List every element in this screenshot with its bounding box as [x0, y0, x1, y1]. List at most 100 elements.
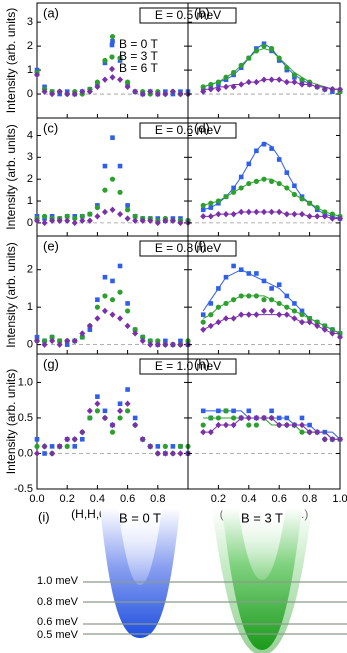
data-point [246, 161, 252, 167]
data-point [132, 327, 138, 333]
data-point [238, 311, 245, 318]
data-point [261, 141, 267, 147]
data-point [125, 387, 130, 392]
data-point [79, 88, 86, 95]
x-tick-label: 1.0 [332, 493, 347, 505]
data-point [314, 83, 321, 91]
data-point [215, 210, 222, 218]
data-point [102, 408, 108, 414]
data-point [109, 421, 116, 429]
data-point [306, 81, 313, 88]
data-point [230, 421, 237, 429]
data-point [34, 217, 40, 224]
data-point [132, 213, 138, 219]
data-point [216, 408, 221, 414]
data-point [56, 88, 63, 95]
data-point [246, 55, 252, 61]
data-point [102, 163, 108, 169]
data-point [177, 443, 184, 449]
data-point [177, 341, 184, 348]
data-point [49, 90, 56, 98]
data-point [268, 414, 275, 422]
data-point [299, 429, 305, 435]
data-point [276, 55, 282, 61]
data-point [283, 421, 290, 429]
data-point [109, 206, 116, 213]
data-point [162, 90, 169, 98]
data-point [102, 57, 108, 64]
data-point [261, 208, 267, 216]
data-point [223, 83, 229, 91]
data-point [162, 450, 169, 457]
data-point [41, 338, 48, 344]
y-tick-label: 4 [27, 129, 33, 141]
cone-label: B = 0 T [119, 510, 161, 525]
data-point [253, 48, 259, 54]
data-point [125, 408, 131, 414]
y-tick-label: 0 [27, 88, 33, 100]
data-point [124, 83, 131, 91]
data-point [94, 79, 100, 85]
data-point [49, 450, 56, 457]
level-label: 0.8 meV [37, 596, 79, 608]
data-point [117, 163, 123, 169]
data-point [132, 88, 139, 95]
data-point [299, 308, 305, 314]
data-point [269, 45, 275, 52]
data-point [246, 422, 252, 428]
data-point [207, 213, 214, 220]
data-point [117, 415, 123, 421]
data-point [291, 191, 297, 198]
data-point [124, 322, 131, 330]
data-point [215, 79, 221, 85]
data-point [291, 72, 297, 78]
data-point [147, 88, 154, 95]
data-point [329, 436, 336, 443]
panel-label: (e) [43, 238, 59, 253]
data-point [34, 450, 40, 457]
data-point [79, 213, 85, 219]
data-point [253, 178, 259, 184]
x-tick-label: 0.6 [272, 493, 287, 505]
y-tick-label: 0.5 [18, 412, 33, 424]
data-point [109, 176, 116, 182]
data-point [163, 338, 168, 344]
data-point [268, 76, 275, 83]
data-point [208, 312, 214, 318]
data-point [283, 210, 290, 218]
data-point [87, 415, 93, 421]
data-point [216, 286, 221, 291]
data-point [139, 337, 146, 345]
data-point [291, 315, 298, 322]
data-point [117, 76, 124, 83]
data-point [117, 210, 124, 218]
data-point [283, 78, 290, 86]
data-point [261, 176, 267, 182]
data-point [322, 323, 328, 329]
data-point [101, 208, 108, 216]
x-tick-label: 0.6 [120, 493, 135, 505]
panel-label: (b) [194, 5, 210, 20]
data-point [64, 436, 71, 443]
data-point [306, 213, 313, 220]
data-point [291, 78, 298, 86]
y-tick-label: -0.5 [14, 483, 33, 495]
data-point [245, 414, 252, 422]
data-point [132, 421, 139, 429]
x-tick-label: 0.2 [211, 493, 226, 505]
data-point [169, 341, 176, 348]
data-point [292, 301, 297, 306]
data-point [132, 330, 139, 337]
y-tick-label: 2 [27, 173, 33, 185]
data-point [109, 311, 116, 318]
legend-marker [109, 54, 115, 60]
data-point [291, 210, 298, 218]
data-point [34, 71, 40, 79]
data-point [147, 217, 154, 224]
data-point [177, 90, 184, 98]
data-point [230, 83, 237, 91]
cone-gap [238, 508, 286, 580]
data-point [79, 217, 86, 224]
data-point [337, 86, 343, 93]
panel-label: (f) [194, 238, 206, 253]
